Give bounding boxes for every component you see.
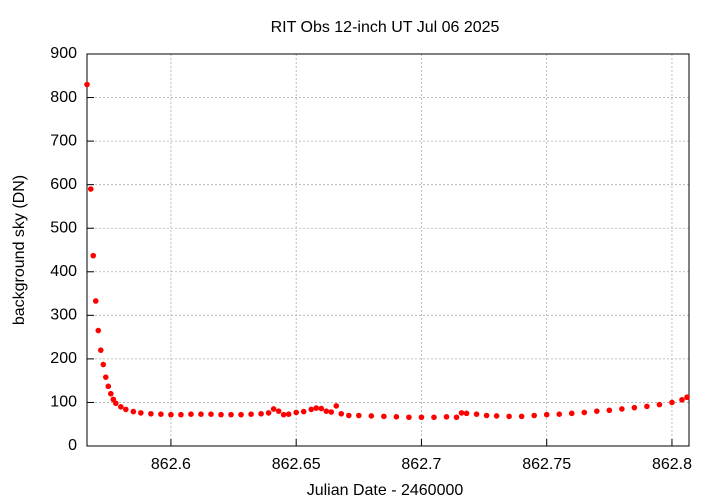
data-point <box>368 413 375 419</box>
data-point <box>308 406 315 413</box>
data-point <box>228 411 234 418</box>
data-point <box>198 411 204 418</box>
data-point <box>458 410 465 416</box>
data-point <box>248 411 254 418</box>
data-point <box>453 414 460 421</box>
data-point <box>606 407 613 414</box>
data-point <box>178 411 184 418</box>
data-point <box>97 347 104 353</box>
x-axis-label: Julian Date - 2460000 <box>307 482 464 499</box>
data-point <box>443 414 450 420</box>
y-tick-label: 600 <box>50 176 77 193</box>
data-point <box>345 412 352 419</box>
data-point <box>531 412 537 419</box>
data-point <box>270 406 277 412</box>
data-point <box>285 411 292 418</box>
data-point <box>148 410 154 417</box>
data-point <box>275 408 282 414</box>
data-point <box>493 413 500 419</box>
data-point <box>293 409 299 416</box>
data-point <box>581 409 588 416</box>
data-point <box>218 411 224 418</box>
data-point <box>300 408 307 415</box>
data-point <box>679 397 685 403</box>
x-tick-label: 862.7 <box>401 456 441 473</box>
data-point <box>84 81 90 88</box>
data-point <box>418 414 425 421</box>
y-tick-label: 100 <box>50 394 77 411</box>
data-point <box>669 399 675 406</box>
data-point <box>619 406 625 412</box>
data-point <box>328 409 335 415</box>
data-point <box>280 411 287 418</box>
data-point <box>158 411 164 418</box>
data-point <box>543 411 550 418</box>
y-axis-label: background sky (DN) <box>11 175 28 325</box>
data-point <box>656 401 663 408</box>
data-point <box>107 390 114 397</box>
y-tick-label: 400 <box>50 263 77 280</box>
y-tick-label: 700 <box>50 132 77 149</box>
data-point <box>313 405 320 411</box>
data-point <box>631 404 638 411</box>
data-point <box>208 411 214 418</box>
chart-title: RIT Obs 12-inch UT Jul 06 2025 <box>271 19 500 36</box>
data-point <box>188 411 194 418</box>
data-point <box>102 374 109 380</box>
data-point <box>138 410 144 416</box>
data-point <box>463 410 470 417</box>
data-point <box>168 411 174 418</box>
data-point <box>356 412 362 419</box>
data-point <box>684 394 690 401</box>
y-tick-label: 800 <box>50 89 77 106</box>
data-point <box>90 252 97 259</box>
data-point <box>594 408 600 414</box>
data-point <box>506 413 512 420</box>
data-point <box>406 414 412 421</box>
data-point <box>393 414 400 420</box>
data-point <box>333 403 340 409</box>
data-point <box>518 413 525 420</box>
data-point <box>95 327 102 334</box>
data-point <box>238 411 244 418</box>
data-point <box>92 298 99 304</box>
data-point <box>318 405 325 412</box>
data-point <box>265 410 272 416</box>
data-point <box>87 186 94 192</box>
data-point <box>130 408 137 415</box>
data-point <box>556 411 563 418</box>
y-tick-label: 0 <box>68 437 77 454</box>
y-tick-label: 200 <box>50 350 77 367</box>
data-point <box>473 411 480 418</box>
x-tick-label: 862.6 <box>151 456 191 473</box>
data-point <box>123 406 129 413</box>
data-point <box>568 410 575 417</box>
data-point <box>113 400 119 407</box>
data-point <box>100 361 107 368</box>
data-point <box>118 404 124 410</box>
data-point <box>483 412 490 419</box>
data-point <box>338 410 345 417</box>
x-tick-label: 862.8 <box>652 456 692 473</box>
data-point <box>105 383 112 390</box>
data-point <box>381 413 387 420</box>
x-tick-label: 862.65 <box>272 456 321 473</box>
x-tick-label: 862.75 <box>522 456 571 473</box>
data-point <box>323 408 330 414</box>
y-tick-label: 500 <box>50 219 77 236</box>
data-point <box>258 410 264 417</box>
plot-border <box>86 53 690 447</box>
y-tick-label: 300 <box>50 307 77 324</box>
data-point <box>644 403 650 410</box>
y-tick-label: 900 <box>50 45 77 62</box>
data-point <box>431 414 437 421</box>
